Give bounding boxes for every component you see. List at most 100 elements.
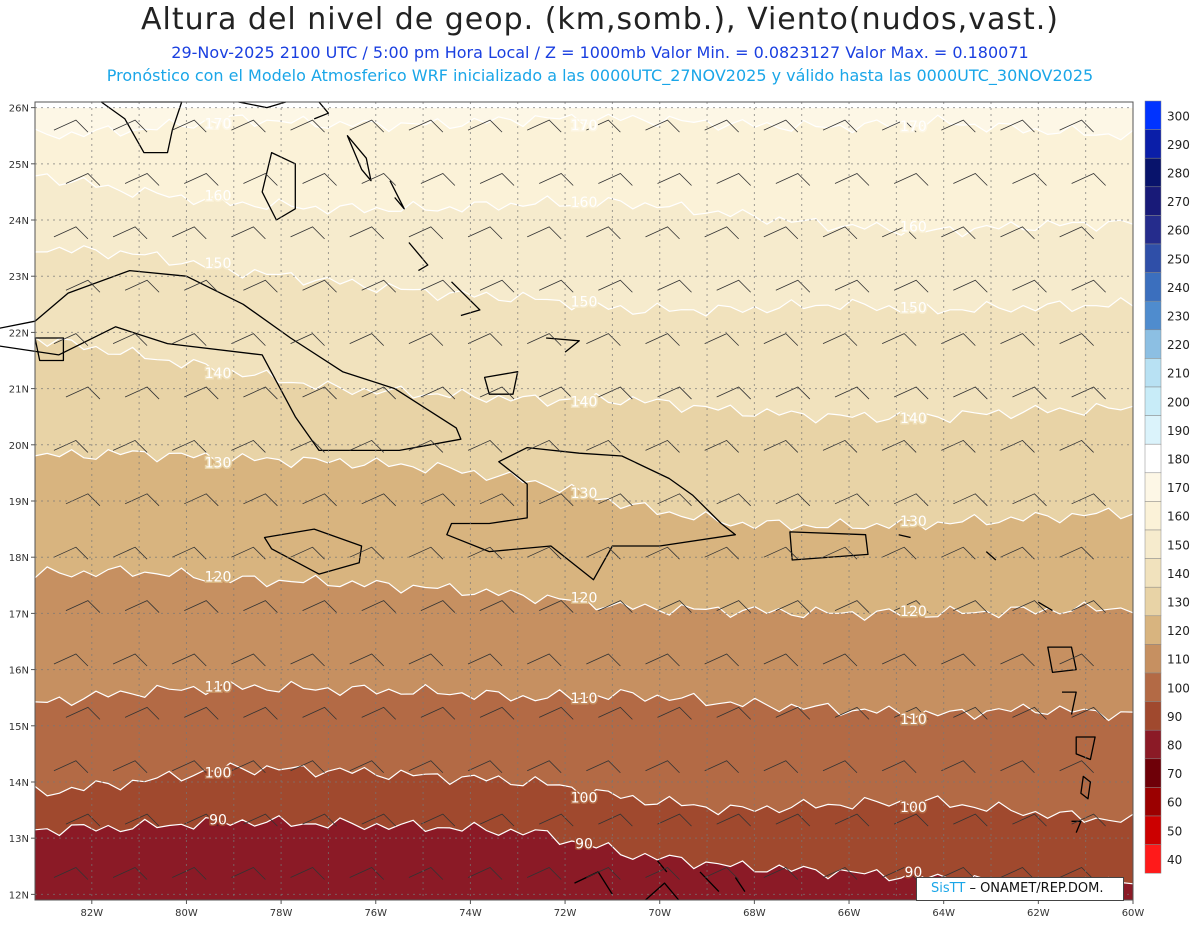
colorbar-swatch (1144, 758, 1162, 788)
wind-barb (112, 867, 148, 880)
wind-barb (1071, 279, 1106, 293)
wind-barb (408, 867, 444, 880)
colorbar-swatch (1144, 358, 1162, 388)
colorbar-swatch (1144, 501, 1162, 531)
wind-barb (893, 813, 929, 827)
wind-barb (657, 813, 692, 827)
wind-barb (822, 439, 858, 453)
colorbar-swatch (1144, 787, 1162, 817)
contour-label-110: 110 (205, 679, 232, 695)
wind-barb (527, 867, 562, 880)
wind-barb (1059, 119, 1094, 133)
wind-barb (834, 493, 870, 507)
wind-barb (65, 813, 101, 827)
contour-label-110: 110 (571, 691, 598, 707)
wind-barb (586, 867, 621, 880)
lat-tick-label: 18N (9, 553, 29, 564)
wind-barb (645, 760, 680, 774)
contour-110 (34, 680, 1134, 722)
wind-barb (527, 653, 562, 667)
wind-barb (1071, 386, 1106, 400)
wind-barb (1071, 600, 1106, 613)
wind-barb (420, 386, 456, 400)
wind-barb (53, 867, 89, 880)
contour-label-110: 110 (900, 712, 927, 728)
wind-barb (953, 386, 988, 400)
colorbar-swatch (1144, 157, 1162, 188)
wind-barb (881, 333, 917, 346)
wind-barb (586, 119, 621, 133)
wind-barb (231, 653, 266, 667)
wind-barb (893, 279, 929, 293)
wind-barb (420, 279, 456, 293)
wind-barb (172, 546, 207, 560)
wind-barb (420, 173, 456, 186)
wind-barb (172, 439, 207, 453)
wind-barb (941, 760, 976, 774)
wind-barb (231, 119, 266, 133)
wind-barb (586, 546, 621, 560)
lon-tick-label: 80W (175, 908, 198, 919)
colorbar-label: 160 (1167, 510, 1190, 524)
contour-140 (34, 336, 1134, 424)
contour-label-150: 150 (900, 301, 927, 317)
wind-barb (124, 600, 160, 613)
wind-barb (881, 226, 917, 240)
lat-tick-label: 20N (9, 441, 29, 452)
band-gt-180 (35, 102, 1133, 108)
wind-barb (1012, 600, 1047, 613)
wind-barb (539, 279, 574, 293)
contour-label-160: 160 (900, 220, 927, 236)
wind-barb (657, 386, 692, 400)
wind-barb (586, 333, 621, 346)
wind-barb (361, 386, 397, 400)
wind-barb (704, 546, 739, 560)
wind-barb (893, 600, 929, 613)
contour-label-90: 90 (575, 836, 593, 852)
wind-barb (172, 119, 207, 133)
wind-barb (290, 226, 325, 240)
wind-barb (361, 706, 397, 720)
coastline-3 (789, 531, 869, 561)
wind-barb (243, 386, 278, 400)
wind-barb (231, 867, 266, 880)
model-info-line: Pronóstico con el Modelo Atmosferico WRF… (106, 66, 1094, 85)
wind-barb (1000, 653, 1035, 667)
wind-barb (467, 546, 503, 560)
lon-tick-label: 76W (364, 908, 387, 919)
wind-barb (598, 706, 633, 720)
wind-barb (598, 173, 633, 186)
wind-barb (420, 706, 456, 720)
wind-barb (408, 119, 444, 133)
wind-barb (467, 653, 503, 667)
map-title: Altura del nivel de geop. (km,somb.), Vi… (141, 2, 1059, 37)
lon-tick-label: 64W (932, 908, 955, 919)
wind-barb (361, 600, 397, 613)
wind-barb (645, 226, 680, 240)
wind-barb (408, 333, 444, 346)
wind-barb (1059, 653, 1094, 667)
colorbar-swatch (1144, 129, 1162, 159)
wind-barb (302, 813, 337, 827)
lon-tick-label: 82W (80, 908, 103, 919)
wind-barb (539, 706, 574, 720)
colorbar-label: 250 (1167, 252, 1190, 266)
wind-barb (53, 653, 89, 667)
contour-label-130: 130 (205, 456, 232, 472)
colorbar-label: 200 (1167, 395, 1190, 409)
wind-barb (598, 386, 633, 400)
contour-label-170: 170 (571, 118, 598, 134)
colorbar-label: 90 (1167, 710, 1182, 724)
wind-barb (302, 600, 337, 613)
contour-120 (34, 565, 1134, 621)
coastline-21 (656, 860, 668, 873)
wind-barb (527, 119, 562, 133)
colorbar-label: 240 (1167, 281, 1190, 295)
wind-barb (1000, 867, 1035, 880)
coastline-7 (313, 101, 330, 120)
wind-barb (775, 493, 811, 507)
wind-barb (479, 813, 515, 827)
wind-barb (53, 226, 89, 240)
wind-barb (112, 546, 148, 560)
wind-barb (243, 813, 278, 827)
